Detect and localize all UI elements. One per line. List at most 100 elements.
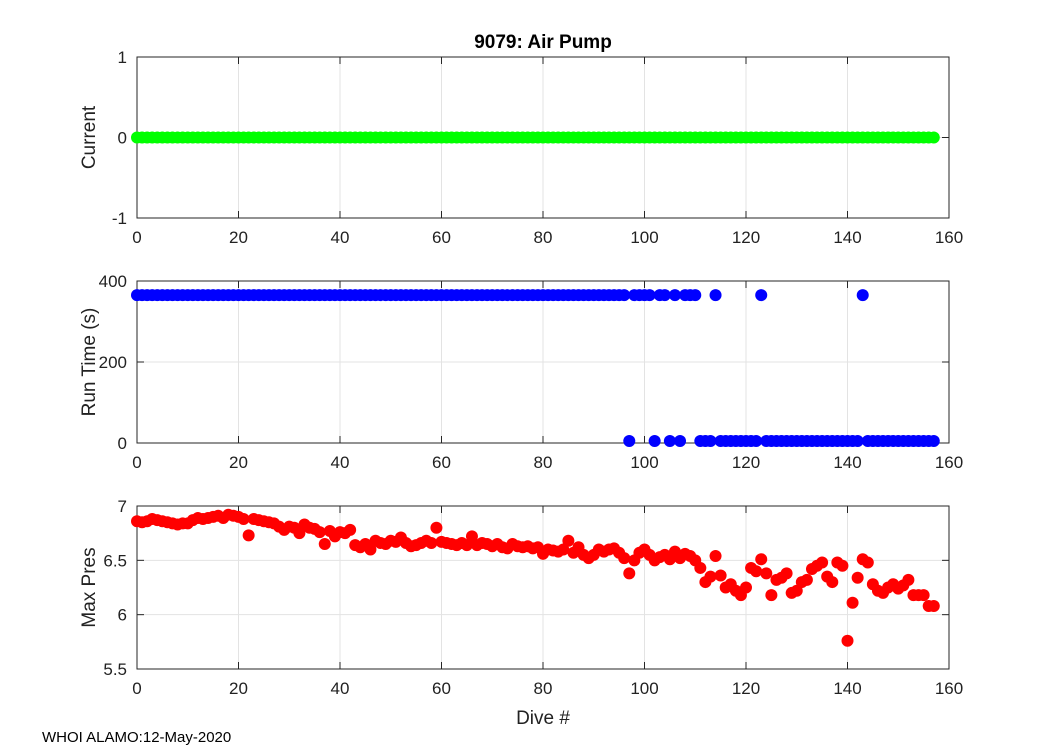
data-point — [648, 434, 661, 447]
data-point — [618, 289, 631, 302]
x-tick-label: 0 — [132, 453, 141, 472]
x-tick-label: 20 — [229, 679, 248, 698]
x-tick-label: 140 — [833, 453, 861, 472]
x-tick-label: 80 — [534, 228, 553, 247]
data-point — [344, 523, 357, 536]
x-tick-label: 120 — [732, 453, 760, 472]
data-point — [861, 556, 874, 569]
x-tick-label: 160 — [935, 453, 963, 472]
data-point — [917, 589, 930, 602]
data-point — [851, 571, 864, 584]
y-axis-label-max-pres: Max Pres — [79, 547, 100, 627]
data-point — [430, 521, 443, 534]
y-tick-label: -1 — [112, 209, 127, 228]
subplot-max-pres: 0 20 40 60 80 100 120 140 160 5.5 6 6.5 7 Max Pres Div… — [79, 497, 963, 729]
chart-title: 9079: Air Pump — [474, 32, 612, 53]
y-tick-label: 400 — [99, 272, 127, 291]
data-point — [826, 576, 839, 589]
x-tick-label: 40 — [331, 228, 350, 247]
footer-stamp: WHOI ALAMO:12-May-2020 — [42, 729, 231, 746]
data-point — [755, 289, 768, 302]
data-point — [658, 289, 671, 302]
x-tick-label: 100 — [630, 679, 658, 698]
x-tick-label: 40 — [331, 453, 350, 472]
data-point — [689, 289, 702, 302]
data-point — [623, 567, 636, 580]
data-point — [242, 529, 255, 542]
data-point — [623, 434, 636, 447]
data-point — [704, 570, 717, 583]
data-point — [851, 434, 864, 447]
data-point — [780, 567, 793, 580]
data-point — [740, 581, 752, 594]
data-point — [618, 552, 631, 565]
x-axis-label: Dive # — [516, 708, 570, 729]
data-point — [927, 434, 940, 447]
data-point — [425, 536, 438, 549]
y-tick-label: 6.5 — [103, 551, 127, 570]
y-tick-label: 5.5 — [103, 660, 127, 679]
x-tick-label: 100 — [630, 453, 658, 472]
x-tick-label: 0 — [132, 679, 141, 698]
data-point — [663, 434, 676, 447]
data-point — [237, 513, 250, 526]
y-tick-label: 6 — [118, 606, 127, 625]
data-point — [841, 634, 854, 647]
y-tick-label: 1 — [118, 48, 127, 67]
y-tick-label: 0 — [118, 129, 127, 148]
data-point — [674, 434, 687, 447]
x-tick-label: 0 — [132, 228, 141, 247]
data-point — [902, 573, 915, 586]
data-point — [313, 526, 326, 539]
data-point — [846, 596, 859, 609]
data-points-current — [131, 131, 940, 144]
x-tick-label: 20 — [229, 228, 248, 247]
data-point — [704, 434, 717, 447]
data-points-max-pres — [131, 508, 940, 647]
x-tick-label: 60 — [432, 679, 451, 698]
data-point — [816, 556, 829, 569]
data-point — [750, 565, 763, 578]
data-point — [318, 538, 331, 551]
data-point — [668, 289, 681, 302]
y-tick-label: 7 — [118, 497, 127, 516]
x-tick-label: 80 — [534, 679, 553, 698]
subplot-current: 0 20 40 60 80 100 120 140 160 -1 0 1 Current — [79, 48, 963, 247]
data-point — [557, 543, 570, 556]
data-point — [364, 543, 377, 556]
data-point — [709, 549, 722, 562]
x-tick-label: 60 — [432, 228, 451, 247]
x-tick-label: 120 — [732, 679, 760, 698]
x-tick-label: 20 — [229, 453, 248, 472]
y-axis-label-run-time: Run Time (s) — [79, 308, 100, 417]
data-point — [709, 289, 722, 302]
x-tick-label: 160 — [935, 679, 963, 698]
data-point — [643, 289, 656, 302]
data-point — [750, 434, 763, 447]
data-point — [562, 534, 575, 547]
data-point — [460, 539, 473, 552]
data-point — [760, 567, 773, 580]
x-tick-label: 160 — [935, 228, 963, 247]
data-point — [465, 530, 478, 543]
data-point — [790, 584, 803, 597]
subplot-run-time: 0 20 40 60 80 100 120 140 160 0 200 400 Run Time (s) — [79, 272, 963, 472]
data-point — [927, 131, 940, 144]
x-tick-label: 40 — [331, 679, 350, 698]
x-tick-label: 80 — [534, 453, 553, 472]
y-tick-label: 200 — [99, 353, 127, 372]
data-point — [714, 569, 727, 582]
x-tick-label: 140 — [833, 228, 861, 247]
x-tick-label: 120 — [732, 228, 760, 247]
data-point — [927, 599, 940, 612]
data-point — [856, 289, 869, 302]
y-tick-label: 0 — [118, 434, 127, 453]
data-point — [694, 561, 707, 574]
data-point — [836, 559, 849, 572]
data-point — [765, 589, 778, 602]
y-axis-label-current: Current — [79, 105, 100, 169]
x-tick-label: 140 — [833, 679, 861, 698]
data-point — [800, 573, 813, 586]
